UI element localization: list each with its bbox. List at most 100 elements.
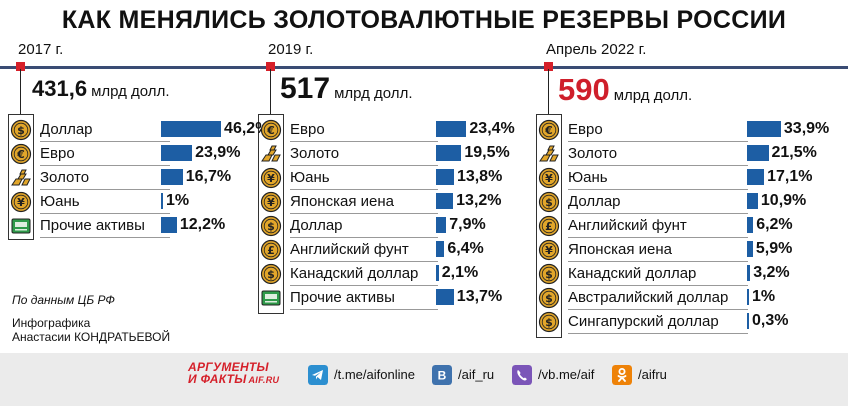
data-label: 13,8%: [456, 168, 503, 185]
period-label-2017: 2017 г.: [18, 41, 64, 58]
bar: [161, 169, 183, 185]
category-label: Евро: [568, 121, 603, 138]
page-title: КАК МЕНЯЛИСЬ ЗОЛОТОВАЛЮТНЫЕ РЕЗЕРВЫ РОСС…: [61, 6, 787, 34]
telegram-link-text: /t.me/aifonline: [334, 367, 415, 382]
bar-row: ¥ Японская иена 13,2%: [260, 190, 550, 214]
row-separator: [290, 309, 438, 310]
svg-text:В: В: [438, 369, 447, 383]
timeline-marker-2019: [266, 62, 275, 71]
row-separator: [568, 213, 748, 214]
telegram-icon: [308, 365, 328, 385]
row-separator: [40, 237, 170, 238]
data-label: 21,5%: [771, 144, 817, 161]
row-separator: [290, 165, 438, 166]
connector-2022: [548, 69, 549, 114]
bar: [747, 169, 765, 185]
bar: [436, 289, 454, 305]
svg-text:$: $: [267, 220, 275, 233]
bar: [747, 241, 753, 257]
category-label: Сингапурский доллар: [568, 313, 719, 330]
credit-line-1: Инфографика: [12, 316, 91, 330]
bar-row: Золото 19,5%: [260, 142, 550, 166]
data-label: 0,3%: [752, 312, 789, 329]
singapore-dollar-icon: $: [538, 311, 560, 333]
total-2017: 431,6 млрд долл.: [32, 76, 169, 102]
yuan-icon: ¥: [538, 167, 560, 189]
logo-line-1: АРГУМЕНТЫ: [188, 360, 269, 374]
viber-link-text: /vb.me/aif: [538, 367, 595, 382]
row-separator: [290, 261, 438, 262]
bar: [161, 193, 163, 209]
bar-row: ¥ Японская иена 5,9%: [538, 238, 828, 262]
euro-icon: €: [260, 119, 282, 141]
period-label-2019: 2019 г.: [268, 41, 314, 58]
canadian-dollar-icon: $: [260, 263, 282, 285]
category-label: Канадский доллар: [290, 265, 419, 282]
total-2022: 590 млрд долл.: [558, 72, 692, 108]
category-label: Прочие активы: [40, 217, 145, 234]
bar: [436, 217, 447, 233]
svg-text:¥: ¥: [545, 172, 553, 185]
category-label: Доллар: [40, 121, 93, 138]
euro-icon: €: [538, 119, 560, 141]
data-label: 23,4%: [469, 120, 515, 137]
bar: [161, 121, 222, 137]
data-label: 6,4%: [447, 240, 484, 257]
total-unit: млрд долл.: [613, 87, 693, 104]
data-label: 33,9%: [783, 120, 830, 137]
data-label: 7,9%: [449, 216, 486, 233]
svg-text:€: €: [544, 124, 553, 137]
category-label: Юань: [568, 169, 608, 186]
svg-text:$: $: [17, 124, 25, 137]
row-separator: [40, 213, 170, 214]
category-label: Канадский доллар: [568, 265, 697, 282]
category-label: Австралийский доллар: [568, 289, 729, 306]
data-label: 6,2%: [756, 216, 793, 233]
row-separator: [40, 141, 170, 142]
pound-icon: £: [538, 215, 560, 237]
category-label: Золото: [568, 145, 618, 162]
svg-text:$: $: [545, 292, 553, 305]
gold-icon: [11, 169, 31, 186]
bar-row: $ Канадский доллар 2,1%: [260, 262, 550, 286]
category-label: Евро: [40, 145, 75, 162]
bar: [436, 241, 445, 257]
bar: [747, 265, 751, 281]
period-label-2022: Апрель 2022 г.: [546, 41, 647, 58]
footer: АРГУМЕНТЫ И ФАКТЫ AIF.RU /t.me/aifonline …: [0, 353, 848, 406]
svg-text:$: $: [545, 316, 553, 329]
svg-text:£: £: [545, 220, 553, 233]
row-separator: [568, 165, 748, 166]
row-separator: [290, 285, 438, 286]
svg-text:$: $: [545, 196, 553, 209]
bar-row: € Евро 23,4%: [260, 118, 550, 142]
total-value: 517: [280, 72, 331, 105]
canadian-dollar-icon: $: [538, 263, 560, 285]
logo-domain: AIF.RU: [248, 375, 280, 385]
bar: [436, 265, 439, 281]
svg-text:¥: ¥: [17, 196, 25, 209]
vk-icon: В: [432, 365, 452, 385]
bar: [436, 193, 454, 209]
total-value: 590: [558, 72, 610, 107]
bar: [747, 313, 749, 329]
bar-row: £ Английский фунт 6,4%: [260, 238, 550, 262]
bar: [436, 169, 454, 185]
pound-icon: £: [260, 239, 282, 261]
connector-2019: [270, 69, 271, 114]
bar: [436, 145, 462, 161]
bar: [747, 121, 781, 137]
viber-icon: [512, 365, 532, 385]
timeline: [0, 66, 848, 69]
category-label: Евро: [290, 121, 325, 138]
category-label: Японская иена: [568, 241, 672, 258]
bar: [161, 217, 177, 233]
bar-row: $ Австралийский доллар 1%: [538, 286, 828, 310]
category-label: Золото: [40, 169, 90, 186]
data-label: 19,5%: [464, 144, 510, 161]
svg-text:$: $: [545, 268, 553, 281]
aif-logo[interactable]: АРГУМЕНТЫ И ФАКТЫ AIF.RU: [188, 361, 279, 386]
bar: [747, 217, 754, 233]
yen-icon: ¥: [260, 191, 282, 213]
total-unit: млрд долл.: [91, 83, 170, 100]
